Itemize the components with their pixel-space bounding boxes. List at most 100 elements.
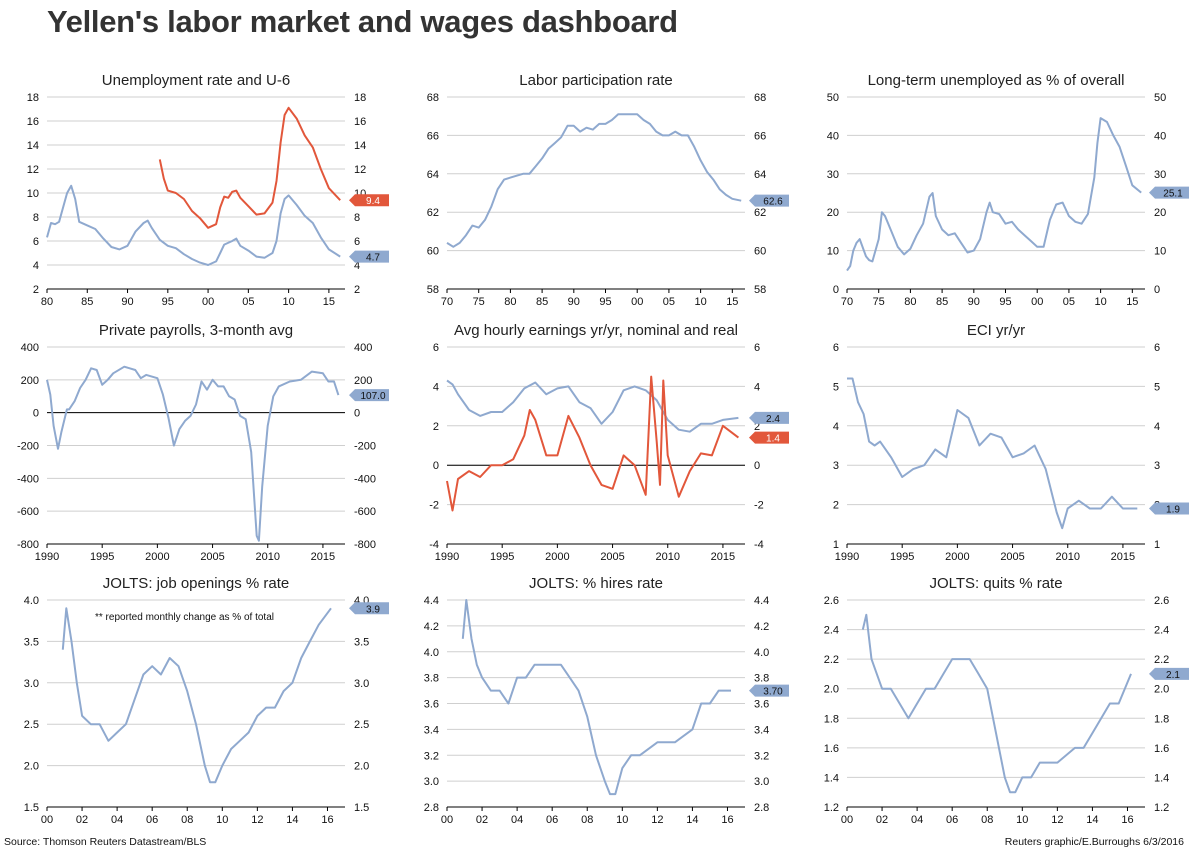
x-tick-label: 15 — [323, 296, 335, 308]
value-callout — [349, 389, 389, 402]
y-tick-label-left: 2.0 — [24, 761, 39, 773]
x-tick-label: 2000 — [145, 551, 169, 563]
x-tick-label: 05 — [1063, 296, 1075, 308]
y-tick-label-left: 1.4 — [824, 772, 839, 784]
value-callout — [1149, 502, 1189, 515]
y-tick-label-left: 18 — [27, 92, 39, 104]
chart-title: Avg hourly earnings yr/yr, nominal and r… — [454, 322, 738, 339]
x-tick-label: 2010 — [255, 551, 279, 563]
y-tick-label-left: 1.5 — [24, 802, 39, 814]
y-tick-label-left: 1.6 — [824, 743, 839, 755]
chart-openings: JOLTS: job openings % rate ** reported mo… — [24, 575, 389, 826]
chart-quits: JOLTS: quits % rate 1.2 1.2 1.4 1.4 1.6 1.6 1.8… — [824, 575, 1189, 826]
x-tick-label: 2000 — [545, 551, 569, 563]
y-tick-label-left: 2.0 — [824, 684, 839, 696]
y-tick-label-left: 4.0 — [24, 595, 39, 607]
y-tick-label-left: 4.0 — [424, 647, 439, 659]
y-tick-label-right: 3.8 — [754, 673, 769, 685]
y-tick-label-right: 10 — [1154, 246, 1166, 258]
y-tick-label-right: 3.0 — [354, 678, 369, 690]
x-tick-label: 04 — [911, 814, 923, 826]
y-tick-label-left: 10 — [827, 246, 839, 258]
x-tick-label: 2015 — [711, 551, 735, 563]
x-tick-label: 12 — [1051, 814, 1063, 826]
y-tick-label-right: 3.5 — [354, 636, 369, 648]
y-tick-label-left: 3.8 — [424, 673, 439, 685]
x-tick-label: 12 — [651, 814, 663, 826]
x-tick-label: 80 — [41, 296, 53, 308]
x-tick-label: 10 — [694, 296, 706, 308]
value-callout-label: 2.1 — [1166, 670, 1180, 681]
y-tick-label-left: -4 — [429, 539, 439, 551]
y-tick-label-right: -600 — [354, 506, 376, 518]
x-tick-label: 14 — [286, 814, 298, 826]
x-tick-label: 90 — [121, 296, 133, 308]
x-tick-label: 16 — [321, 814, 333, 826]
credit-note: Reuters graphic/E.Burroughs 6/3/2016 — [1004, 836, 1184, 848]
y-tick-label-left: 200 — [21, 375, 39, 387]
x-tick-label: 2005 — [600, 551, 624, 563]
series-line-job-openings-rate — [61, 607, 332, 784]
y-tick-label-left: 2 — [33, 284, 39, 296]
x-tick-label: 2005 — [1000, 551, 1024, 563]
chart-title: Long-term unemployed as % of overall — [868, 72, 1125, 89]
x-tick-label: 00 — [202, 296, 214, 308]
y-tick-label-left: 66 — [427, 130, 439, 142]
x-tick-label: 2005 — [200, 551, 224, 563]
y-tick-label-right: 1.8 — [1154, 713, 1169, 725]
x-tick-label: 2015 — [311, 551, 335, 563]
x-tick-label: 1990 — [35, 551, 59, 563]
x-tick-label: 10 — [216, 814, 228, 826]
y-tick-label-right: 6 — [1154, 342, 1160, 354]
y-tick-label-left: 30 — [827, 169, 839, 181]
value-callout — [749, 684, 789, 697]
y-tick-label-left: 68 — [427, 92, 439, 104]
x-tick-label: 75 — [473, 296, 485, 308]
series-line-hires-rate — [461, 599, 731, 796]
chart-title: Private payrolls, 3-month avg — [99, 322, 293, 339]
page-title: Yellen's labor market and wages dashboar… — [47, 4, 678, 39]
y-tick-label-right: 60 — [754, 246, 766, 258]
x-tick-label: 14 — [686, 814, 698, 826]
y-tick-label-right: 2.0 — [1154, 684, 1169, 696]
x-tick-label: 1995 — [90, 551, 114, 563]
y-tick-label-left: 2.2 — [824, 654, 839, 666]
y-tick-label-left: -800 — [17, 539, 39, 551]
y-tick-label-left: 4 — [33, 260, 39, 272]
x-tick-label: 15 — [726, 296, 738, 308]
y-tick-label-right: 66 — [754, 130, 766, 142]
y-tick-label-left: 62 — [427, 207, 439, 219]
chart-payrolls: Private payrolls, 3-month avg -800 -800 -60… — [17, 322, 389, 563]
y-tick-label-left: 5 — [833, 381, 839, 393]
y-tick-label-right: 20 — [1154, 207, 1166, 219]
x-tick-label: 06 — [146, 814, 158, 826]
y-tick-label-left: 1.2 — [824, 802, 839, 814]
y-tick-label-left: 0 — [433, 460, 439, 472]
y-tick-label-right: 16 — [354, 116, 366, 128]
y-tick-label-right: 2.8 — [754, 802, 769, 814]
y-tick-label-right: 4 — [754, 381, 760, 393]
y-tick-label-left: 2.4 — [824, 625, 839, 637]
y-tick-label-left: 3.2 — [424, 750, 439, 762]
x-tick-label: 70 — [441, 296, 453, 308]
y-tick-label-right: 12 — [354, 164, 366, 176]
x-tick-label: 02 — [476, 814, 488, 826]
x-tick-label: 08 — [581, 814, 593, 826]
y-tick-label-left: 14 — [27, 140, 39, 152]
x-tick-label: 85 — [536, 296, 548, 308]
y-tick-label-left: 8 — [33, 212, 39, 224]
y-tick-label-right: 2.0 — [354, 761, 369, 773]
y-tick-label-right: 4 — [354, 260, 360, 272]
y-tick-label-left: 3.0 — [24, 678, 39, 690]
series-line-nominal — [446, 379, 739, 433]
series-line-private-payrolls — [46, 365, 340, 542]
x-tick-label: 00 — [1031, 296, 1043, 308]
series-line-eci — [847, 377, 1138, 530]
y-tick-label-left: 2 — [833, 500, 839, 512]
x-tick-label: 10 — [1094, 296, 1106, 308]
y-tick-label-right: 68 — [754, 92, 766, 104]
y-tick-label-left: 1.8 — [824, 713, 839, 725]
value-callout — [349, 194, 389, 207]
x-tick-label: 80 — [504, 296, 516, 308]
series-line-unemployment-rate — [46, 184, 341, 266]
